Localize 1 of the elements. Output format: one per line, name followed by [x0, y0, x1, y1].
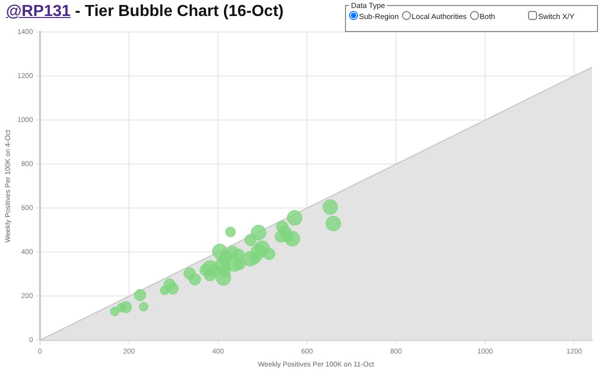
chart-title: @RP131 - Tier Bubble Chart (16-Oct) [6, 3, 284, 21]
